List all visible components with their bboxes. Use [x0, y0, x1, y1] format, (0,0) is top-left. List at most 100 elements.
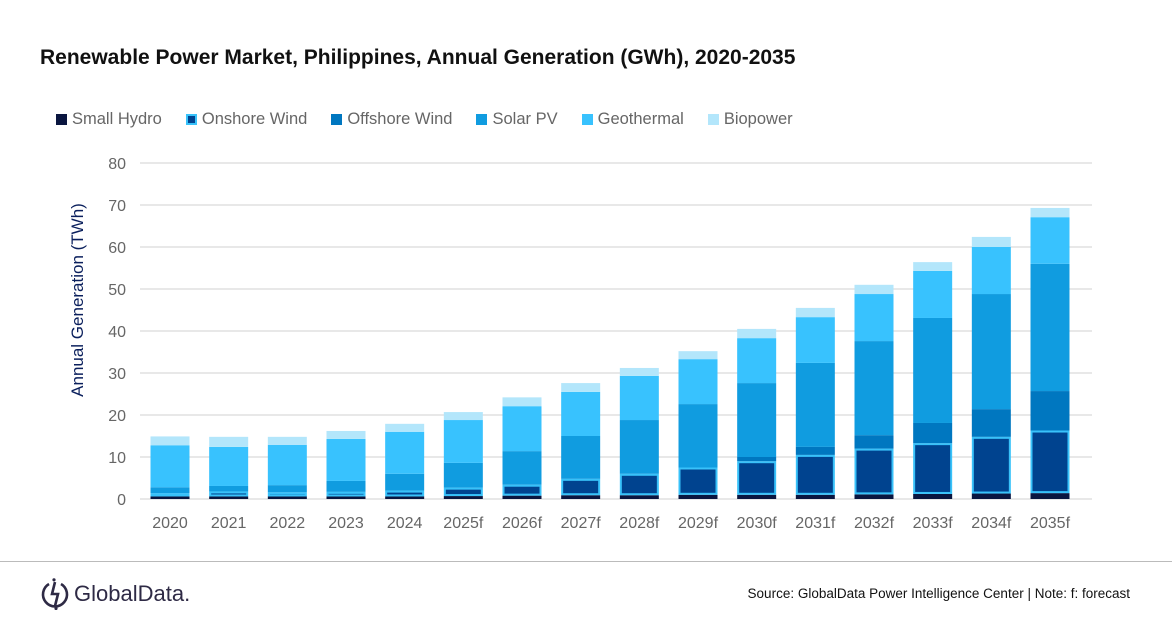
bar-segment-onshore-wind [326, 491, 366, 497]
bar-segment-biopower [267, 436, 307, 445]
bar-segment-geothermal [971, 247, 1011, 295]
legend-label: Geothermal [597, 110, 684, 128]
bar-segment-geothermal [385, 431, 425, 474]
bar-segment-onshore-wind [443, 487, 483, 497]
source-note: Source: GlobalData Power Intelligence Ce… [747, 586, 1130, 601]
bar-segment-small-hydro [561, 495, 601, 499]
x-tick-label: 2030f [737, 515, 778, 532]
bar-segment-geothermal [326, 438, 366, 481]
legend-item: Onshore Wind [185, 110, 308, 129]
bar-segment-solar-pv [795, 362, 835, 447]
bar-segment-small-hydro [443, 496, 483, 499]
globaldata-logo-icon [41, 578, 69, 610]
legend-label: Solar PV [492, 110, 558, 128]
bar-segment-geothermal [561, 391, 601, 436]
legend-label: Offshore Wind [347, 110, 453, 128]
y-tick-label: 80 [108, 156, 126, 173]
bar-segment-small-hydro [971, 493, 1011, 499]
x-tick-label: 2032f [854, 515, 895, 532]
bar-segment-solar-pv [619, 420, 659, 474]
bar-segment-geothermal [854, 294, 894, 342]
bar-segment-biopower [209, 436, 249, 447]
bar-segment-onshore-wind [971, 436, 1011, 494]
bar-segment-geothermal [737, 338, 777, 384]
x-tick-label: 2035f [1030, 515, 1071, 532]
x-tick-label: 2026f [502, 515, 543, 532]
y-tick-label: 20 [108, 408, 126, 425]
bar-segment-geothermal [443, 420, 483, 463]
x-tick-label: 2028f [619, 515, 660, 532]
bar-segment-biopower [971, 236, 1011, 247]
legend-item: Solar PV [476, 110, 558, 129]
bar-segment-solar-pv [267, 485, 307, 493]
legend-swatch [331, 114, 343, 125]
legend-swatch [185, 114, 197, 125]
legend-swatch [476, 114, 488, 125]
legend-swatch [56, 114, 67, 125]
bar-segment-small-hydro [678, 494, 718, 499]
bar-segment-solar-pv [1030, 263, 1070, 392]
y-tick-label: 10 [108, 450, 126, 467]
y-tick-label: 40 [108, 324, 126, 341]
y-tick-label: 70 [108, 198, 126, 215]
bar-segment-onshore-wind [619, 473, 659, 496]
bar-segment-geothermal [502, 406, 542, 452]
bar-segment-solar-pv [561, 436, 601, 479]
bar-segment-small-hydro [737, 494, 777, 499]
bar-segment-biopower [854, 284, 894, 295]
bar-segment-onshore-wind [267, 492, 307, 497]
bar-segment-geothermal [150, 445, 190, 488]
bar-segment-solar-pv [854, 341, 894, 436]
x-tick-label: 2031f [795, 515, 836, 532]
x-tick-label: 2025f [443, 515, 484, 532]
bar-segment-solar-pv [913, 317, 953, 423]
bar-segment-onshore-wind [913, 443, 953, 494]
bar-segment-biopower [1030, 207, 1070, 218]
bar-segment-biopower [678, 351, 718, 360]
legend-item: Geothermal [581, 110, 684, 129]
bar-segment-biopower [443, 412, 483, 421]
bar-segment-geothermal [678, 359, 718, 405]
x-tick-label: 2034f [971, 515, 1012, 532]
logo-text: GlobalData. [74, 581, 191, 606]
footer-divider [0, 561, 1172, 562]
bar-segment-geothermal [1030, 217, 1070, 264]
bar-segment-solar-pv [150, 487, 190, 494]
y-tick-label: 30 [108, 366, 126, 383]
legend-label: Small Hydro [72, 110, 162, 128]
legend-swatch [581, 114, 593, 125]
bar-segment-biopower [326, 430, 366, 439]
legend-item: Biopower [707, 110, 793, 129]
bar-segment-solar-pv [209, 485, 249, 492]
bar-segment-biopower [150, 436, 190, 446]
bar-segment-solar-pv [502, 451, 542, 485]
bar-segment-small-hydro [502, 495, 542, 499]
plot-area: 0 10 20 30 40 50 60 70 80 2020 2021 2022 2023 2024 202… [108, 156, 1092, 532]
bar-segment-offshore-wind [971, 409, 1011, 437]
bar-segment-small-hydro [326, 496, 366, 499]
bar-segment-small-hydro [385, 496, 425, 499]
x-tick-label: 2020 [152, 515, 188, 532]
bar-segment-onshore-wind [502, 484, 542, 496]
bar-segment-onshore-wind [795, 454, 835, 495]
bar-segment-onshore-wind [209, 491, 249, 497]
bar-segment-biopower [913, 262, 953, 271]
bar-segment-small-hydro [150, 496, 190, 499]
legend-swatch [707, 114, 719, 125]
bar-segment-onshore-wind [385, 490, 425, 497]
globaldata-logo: GlobalData. [40, 578, 190, 610]
bar-segment-solar-pv [326, 480, 366, 492]
bar-segment-small-hydro [619, 495, 659, 499]
bar-segment-solar-pv [385, 473, 425, 491]
x-tick-label: 2021 [211, 515, 247, 532]
y-tick-label: 50 [108, 282, 126, 299]
bar-segment-small-hydro [913, 493, 953, 499]
bar-segment-small-hydro [1030, 493, 1070, 499]
bar-segment-onshore-wind [737, 461, 777, 495]
bar-segment-biopower [619, 367, 659, 376]
bar-segment-geothermal [913, 270, 953, 318]
x-tick-label: 2029f [678, 515, 719, 532]
legend-label: Onshore Wind [201, 110, 308, 128]
bar-segment-biopower [502, 397, 542, 407]
